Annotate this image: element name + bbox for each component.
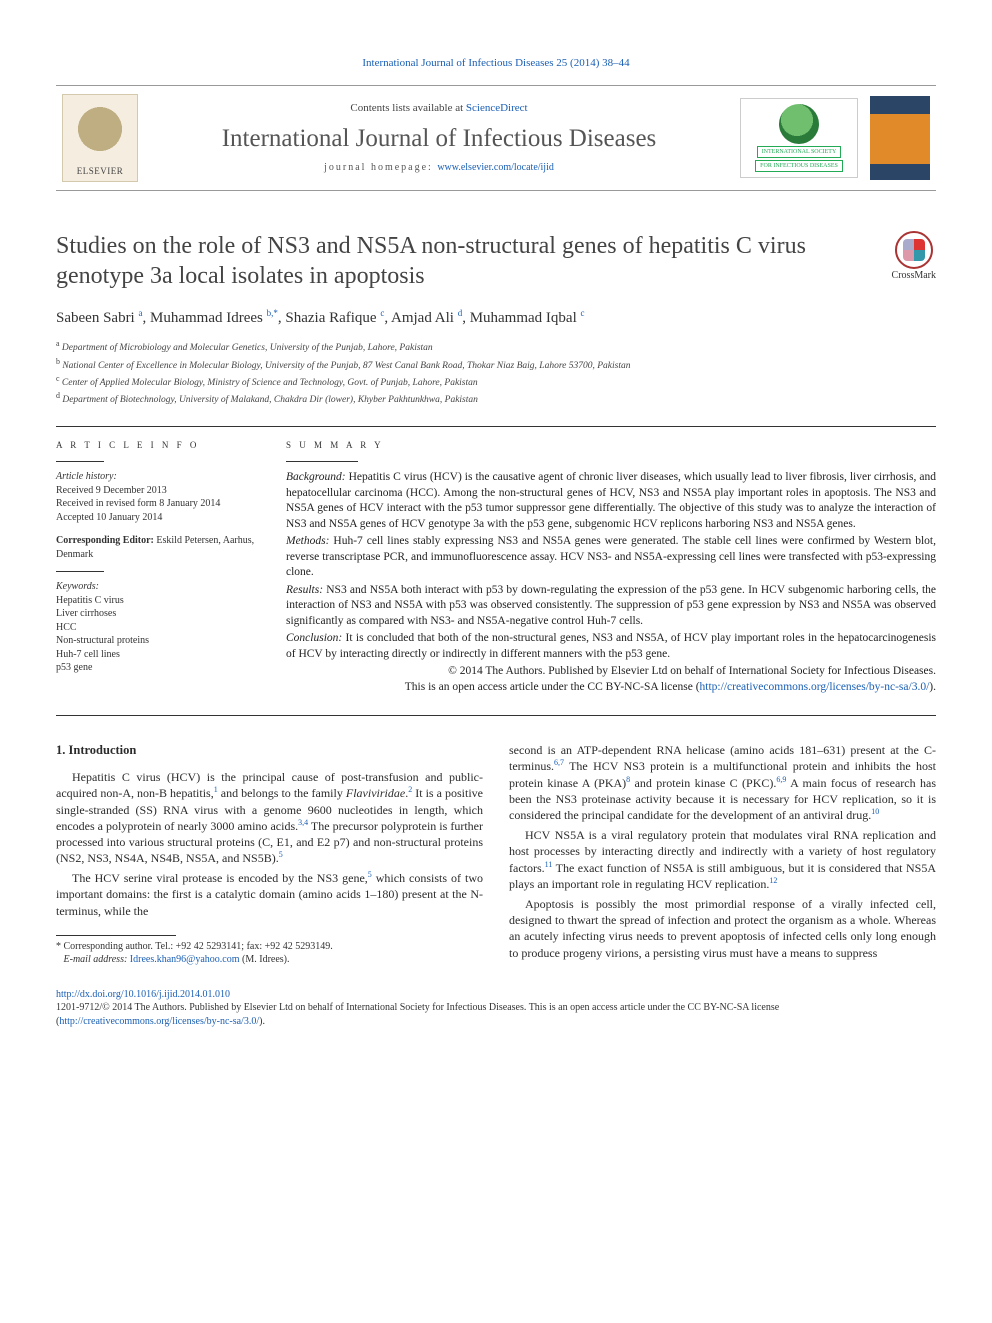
p1b: and belongs to the family bbox=[218, 786, 346, 800]
ref-67[interactable]: 6,7 bbox=[554, 758, 564, 767]
keywords-label: Keywords: bbox=[56, 581, 99, 592]
intro-heading: 1. Introduction bbox=[56, 742, 483, 759]
kw-3: Non-structural proteins bbox=[56, 635, 149, 646]
kw-4: Huh-7 cell lines bbox=[56, 649, 120, 660]
fn-email-label: E-mail address: bbox=[64, 954, 128, 965]
article-info-hdr: A R T I C L E I N F O bbox=[56, 439, 264, 451]
bottom-block: http://dx.doi.org/10.1016/j.ijid.2014.01… bbox=[56, 988, 936, 1029]
ref-5a[interactable]: 5 bbox=[279, 850, 283, 859]
p2a: The HCV serine viral protease is encoded… bbox=[72, 871, 368, 885]
ref-34[interactable]: 3,4 bbox=[298, 818, 308, 827]
crossmark-badge[interactable]: CrossMark bbox=[892, 231, 936, 283]
p3c: and protein kinase C (PKC). bbox=[630, 776, 776, 790]
society-bot: FOR INFECTIOUS DISEASES bbox=[755, 160, 843, 172]
p5: Apoptosis is possibly the most primordia… bbox=[509, 897, 936, 960]
abs-lic-link[interactable]: http://creativecommons.org/licenses/by-n… bbox=[700, 681, 930, 693]
abs-res: NS3 and NS5A both interact with p53 by d… bbox=[286, 584, 936, 627]
affil-d: Department of Biotechnology, University … bbox=[62, 396, 478, 406]
summary-column: S U M M A R Y Background: Hepatitis C vi… bbox=[286, 439, 936, 697]
abs-meth: Huh-7 cell lines stably expressing NS3 a… bbox=[286, 535, 936, 578]
journal-name: International Journal of Infectious Dise… bbox=[150, 122, 728, 156]
abs-lic-lead: This is an open access article under the… bbox=[405, 681, 700, 693]
bottom-tail: ). bbox=[259, 1016, 265, 1027]
kw-5: p53 gene bbox=[56, 662, 92, 673]
fn-email-link[interactable]: Idrees.khan96@yahoo.com bbox=[130, 954, 240, 965]
affil-a: Department of Microbiology and Molecular… bbox=[62, 343, 433, 353]
kw-2: HCC bbox=[56, 622, 77, 633]
citation-link[interactable]: International Journal of Infectious Dise… bbox=[362, 57, 629, 69]
homepage-line: journal homepage: www.elsevier.com/locat… bbox=[150, 161, 728, 175]
abs-copyright: © 2014 The Authors. Published by Elsevie… bbox=[448, 665, 936, 677]
bottom-license-link[interactable]: http://creativecommons.org/licenses/by-n… bbox=[59, 1016, 259, 1027]
ref-10[interactable]: 10 bbox=[871, 807, 879, 816]
author-list: Sabeen Sabri a, Muhammad Idrees b,*, Sha… bbox=[56, 307, 936, 328]
top-rule bbox=[56, 426, 936, 427]
elsevier-label: ELSEVIER bbox=[77, 165, 124, 177]
sciencedirect-link[interactable]: ScienceDirect bbox=[466, 102, 528, 114]
crossmark-icon bbox=[895, 231, 933, 269]
abs-res-label: Results: bbox=[286, 584, 323, 596]
summary-hdr: S U M M A R Y bbox=[286, 439, 936, 451]
history-accepted: Accepted 10 January 2014 bbox=[56, 512, 162, 523]
journal-cover-thumb bbox=[870, 96, 930, 180]
kw-0: Hepatitis C virus bbox=[56, 595, 124, 606]
paper-title: Studies on the role of NS3 and NS5A non-… bbox=[56, 231, 880, 291]
homepage-label: journal homepage: bbox=[324, 162, 437, 173]
history-received: Received 9 December 2013 bbox=[56, 485, 167, 496]
p4b: The exact function of NS5A is still ambi… bbox=[509, 861, 936, 891]
history-label: Article history: bbox=[56, 471, 117, 482]
body-text: 1. Introduction Hepatitis C virus (HCV) … bbox=[56, 742, 936, 968]
society-logo: INTERNATIONAL SOCIETY FOR INFECTIOUS DIS… bbox=[740, 98, 858, 178]
abs-bg-label: Background: bbox=[286, 471, 346, 483]
corr-editor-label: Corresponding Editor: bbox=[56, 535, 154, 546]
fn-star: * Corresponding author. Tel.: +92 42 529… bbox=[56, 941, 333, 952]
contents-line: Contents lists available at ScienceDirec… bbox=[150, 101, 728, 116]
society-top: INTERNATIONAL SOCIETY bbox=[757, 146, 842, 158]
doi-link[interactable]: http://dx.doi.org/10.1016/j.ijid.2014.01… bbox=[56, 989, 230, 1000]
abs-bg: Hepatitis C virus (HCV) is the causative… bbox=[286, 471, 936, 530]
history-revised: Received in revised form 8 January 2014 bbox=[56, 498, 220, 509]
abs-meth-label: Methods: bbox=[286, 535, 329, 547]
header-center: Contents lists available at ScienceDirec… bbox=[150, 101, 728, 175]
abs-conc-label: Conclusion: bbox=[286, 632, 342, 644]
kw-1: Liver cirrhoses bbox=[56, 608, 116, 619]
affil-c: Center of Applied Molecular Biology, Min… bbox=[62, 378, 478, 388]
globe-icon bbox=[779, 104, 819, 144]
affiliations: a Department of Microbiology and Molecul… bbox=[56, 338, 936, 408]
contents-text: Contents lists available at bbox=[350, 102, 465, 114]
citation-line: International Journal of Infectious Dise… bbox=[56, 56, 936, 71]
fn-email-tail: (M. Idrees). bbox=[240, 954, 290, 965]
article-info-column: A R T I C L E I N F O Article history: R… bbox=[56, 439, 264, 697]
abs-lic-tail: ). bbox=[929, 681, 936, 693]
footnote-rule bbox=[56, 935, 176, 936]
elsevier-tree-icon bbox=[71, 107, 129, 165]
elsevier-logo: ELSEVIER bbox=[62, 94, 138, 182]
p1i: Flaviviridae bbox=[346, 786, 405, 800]
crossmark-label: CrossMark bbox=[892, 269, 936, 283]
affil-b: National Center of Excellence in Molecul… bbox=[62, 361, 630, 371]
ref-12[interactable]: 12 bbox=[769, 876, 777, 885]
journal-header: ELSEVIER Contents lists available at Sci… bbox=[56, 85, 936, 191]
abs-conc: It is concluded that both of the non-str… bbox=[286, 632, 936, 660]
homepage-link[interactable]: www.elsevier.com/locate/ijid bbox=[437, 162, 554, 173]
corr-footnote: * Corresponding author. Tel.: +92 42 529… bbox=[56, 940, 483, 967]
mid-rule bbox=[56, 715, 936, 716]
ref-69[interactable]: 6,9 bbox=[776, 775, 786, 784]
